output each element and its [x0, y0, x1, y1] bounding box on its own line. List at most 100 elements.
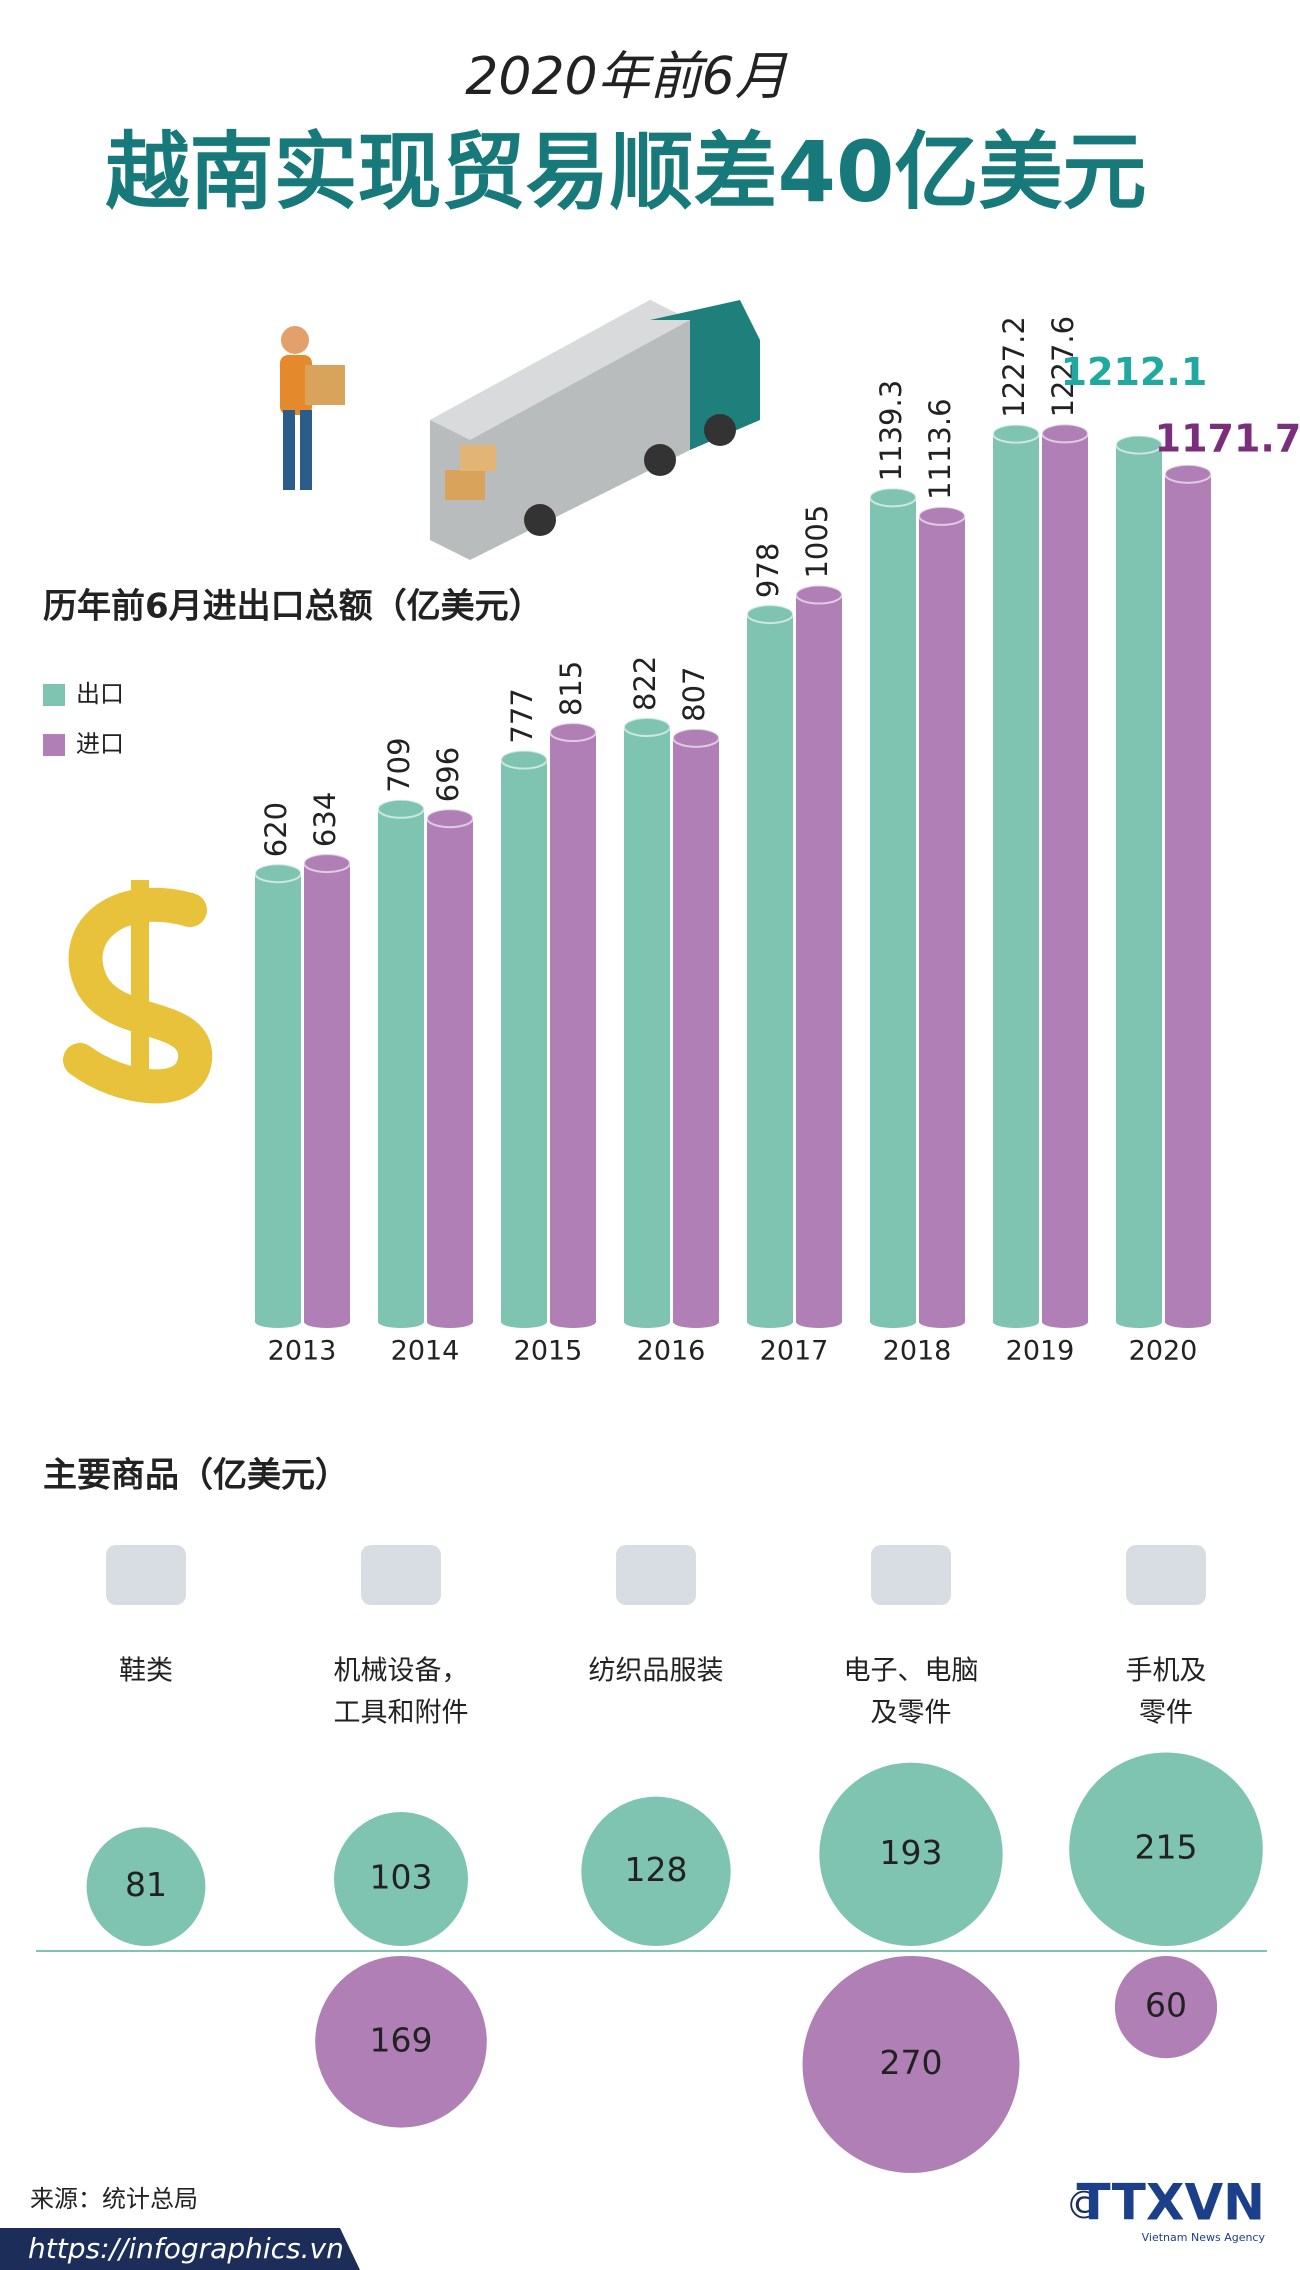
bar [796, 594, 842, 1322]
product-icon [361, 1545, 441, 1605]
value-label: 777 [505, 688, 539, 743]
value-label: 60 [1145, 1986, 1187, 2025]
value-label: 215 [1135, 1828, 1198, 1867]
bar-base [378, 1316, 424, 1328]
url: https://infographics.vn [28, 2232, 344, 2265]
url-bar [0, 2228, 340, 2270]
bar-base [796, 1316, 842, 1328]
x-tick-label: 2016 [637, 1336, 706, 1367]
product-icon [106, 1545, 186, 1605]
category-label: 电子、电脑 [844, 1656, 979, 1687]
value-label: 807 [677, 666, 711, 721]
bar-cap [1115, 434, 1163, 455]
bar-base [550, 1316, 596, 1328]
source: 来源：统计总局 [30, 2185, 198, 2213]
x-tick-label: 2020 [1129, 1336, 1198, 1367]
bar-cap [992, 423, 1040, 444]
bar-cap [377, 798, 425, 819]
legend-label: 进口 [76, 730, 124, 758]
bar-base [747, 1316, 793, 1328]
product-icon [871, 1545, 951, 1605]
logo-subtitle: Vietnam News Agency [1142, 2231, 1266, 2244]
legend-swatch [43, 734, 65, 756]
bar [427, 818, 473, 1322]
value-label: 270 [880, 2043, 943, 2082]
product-icon [1126, 1545, 1206, 1605]
value-label: 81 [125, 1865, 167, 1904]
bar-base [304, 1316, 350, 1328]
legend-label: 出口 [76, 680, 124, 708]
copyright: © [1065, 2184, 1103, 2228]
bubble [86, 1827, 206, 1946]
bar [624, 726, 670, 1322]
bar-cap [795, 584, 843, 605]
bubble [315, 1956, 487, 2128]
bar-base [1116, 1316, 1162, 1328]
value-label: 620 [259, 802, 293, 857]
bar-cap [426, 808, 474, 829]
value-label: 1139.3 [874, 380, 908, 481]
bar-cap [500, 749, 548, 770]
bar [870, 497, 916, 1322]
bar-base [673, 1316, 719, 1328]
bar-cap [672, 727, 720, 748]
value-label: 1227.2 [997, 316, 1031, 417]
bar [673, 737, 719, 1322]
x-tick-label: 2018 [883, 1336, 952, 1367]
value-label: 634 [308, 792, 342, 847]
x-tick-label: 2017 [760, 1336, 829, 1367]
bar [1116, 444, 1162, 1322]
subtitle: 2020年前6月 [465, 47, 787, 107]
category-label: 纺织品服装 [589, 1656, 724, 1687]
value-label: 128 [625, 1850, 688, 1889]
bubble [1069, 1752, 1263, 1946]
value-label: 1227.6 [1046, 316, 1080, 417]
value-label: 1113.6 [923, 398, 957, 499]
bar [919, 515, 965, 1322]
bar-cap [1041, 423, 1089, 444]
value-label: 193 [880, 1833, 943, 1872]
bar-base [624, 1316, 670, 1328]
value-label: 1171.7 [1155, 416, 1300, 460]
bar-cap [303, 853, 351, 874]
bar [1042, 433, 1088, 1322]
bar [747, 614, 793, 1322]
bar-base [993, 1316, 1039, 1328]
bar-base [1165, 1316, 1211, 1328]
bar [378, 808, 424, 1322]
bar [1165, 473, 1211, 1322]
category-label: 机械设备， [334, 1656, 469, 1687]
bar [255, 873, 301, 1322]
worker-illustration [280, 326, 345, 490]
x-tick-label: 2014 [391, 1336, 460, 1367]
truck-illustration [430, 300, 760, 560]
x-tick-label: 2013 [268, 1336, 337, 1367]
bar-cap [869, 487, 917, 508]
bar-base [255, 1316, 301, 1328]
value-label: 815 [554, 661, 588, 716]
bar-base [870, 1316, 916, 1328]
value-label: 978 [751, 543, 785, 598]
value-label: 1212.1 [1061, 350, 1208, 394]
category-label: 手机及 [1126, 1656, 1207, 1687]
x-tick-label: 2019 [1006, 1336, 1075, 1367]
value-label: 709 [382, 737, 416, 792]
bar-cap [918, 505, 966, 526]
bar-cap [746, 604, 794, 625]
bar-cap [254, 863, 302, 884]
category-label: 及零件 [871, 1698, 952, 1729]
product-icon [616, 1545, 696, 1605]
bar-cap [623, 716, 671, 737]
category-label: 零件 [1139, 1698, 1193, 1729]
value-label: 103 [370, 1858, 433, 1897]
chart-title: 主要商品（亿美元） [43, 1456, 349, 1496]
category-label: 工具和附件 [334, 1698, 469, 1729]
legend-swatch [43, 684, 65, 706]
bubble [819, 1762, 1003, 1946]
title: 越南实现贸易顺差40亿美元 [106, 123, 1147, 221]
value-label: 822 [628, 656, 662, 711]
bar [993, 433, 1039, 1322]
url-bar-tip [340, 2228, 360, 2270]
logo: TTXVN [1077, 2174, 1265, 2232]
